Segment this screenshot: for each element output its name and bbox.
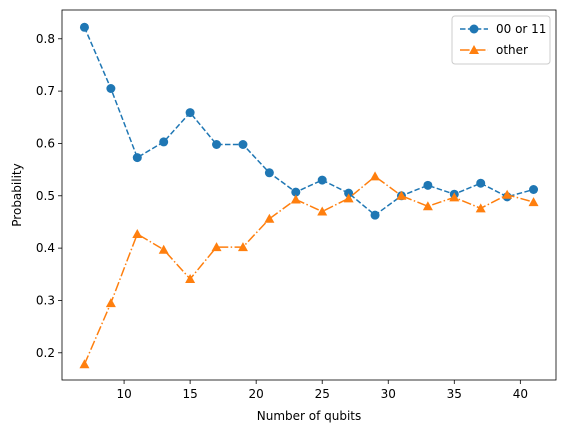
data-point-00-or-11 (529, 185, 539, 195)
data-point-other (502, 189, 513, 199)
plot-frame (61, 9, 557, 381)
legend-marker-other (469, 45, 479, 54)
y-tick-label: 0.2 (36, 346, 55, 360)
y-tick-label: 0.7 (36, 84, 55, 98)
y-tick-label: 0.5 (36, 189, 55, 203)
data-point-other (79, 359, 90, 369)
data-point-other (105, 298, 116, 308)
data-point-other (237, 242, 248, 252)
x-tick-label: 30 (381, 387, 396, 401)
data-point-00-or-11 (423, 180, 433, 190)
x-axis-label: Number of qubits (257, 409, 362, 423)
data-point-00-or-11 (185, 108, 195, 118)
legend-label-other: other (496, 43, 528, 57)
y-tick-label: 0.4 (36, 241, 55, 255)
data-point-other (290, 194, 301, 204)
legend-label-00-or-11: 00 or 11 (496, 22, 546, 36)
data-point-00-or-11 (344, 188, 354, 198)
x-tick-label: 25 (315, 387, 330, 401)
y-axis: 0.2 0.3 0.4 0.5 0.6 0.7 0.8 (36, 32, 62, 360)
data-point-other (396, 190, 407, 200)
data-point-00-or-11 (291, 187, 301, 197)
x-tick-label: 20 (249, 387, 264, 401)
y-axis-label: Probability (10, 163, 24, 226)
data-point-00-or-11 (212, 139, 222, 149)
data-point-other (185, 273, 196, 283)
legend: 00 or 11 other (451, 15, 551, 65)
legend-marker-00-or-11 (469, 24, 479, 34)
data-point-other (158, 244, 169, 254)
data-point-other (528, 197, 539, 207)
data-point-other (264, 213, 275, 223)
plot-area (79, 22, 539, 369)
data-point-00-or-11 (476, 178, 486, 188)
x-tick-label: 40 (513, 387, 528, 401)
x-tick-label: 15 (182, 387, 197, 401)
data-point-other (370, 171, 381, 181)
data-point-other (422, 201, 433, 211)
data-point-00-or-11 (370, 210, 380, 220)
y-tick-label: 0.3 (36, 293, 55, 307)
data-point-00-or-11 (317, 175, 327, 185)
data-point-00-or-11 (238, 139, 248, 149)
series-line-other (83, 175, 534, 365)
x-tick-label: 10 (116, 387, 131, 401)
series-line-00-or-11 (83, 26, 534, 217)
data-point-other (132, 228, 143, 238)
data-point-other (211, 242, 222, 252)
data-point-00-or-11 (264, 168, 274, 178)
data-point-00-or-11 (79, 22, 89, 32)
data-point-00-or-11 (132, 153, 142, 163)
data-point-other (475, 203, 486, 213)
data-point-other (449, 192, 460, 202)
y-tick-label: 0.8 (36, 32, 55, 46)
data-point-other (317, 206, 328, 216)
data-point-other (343, 193, 354, 203)
x-axis: 10 15 20 25 30 35 40 (116, 380, 528, 401)
y-tick-label: 0.6 (36, 136, 55, 150)
data-point-00-or-11 (106, 84, 116, 94)
data-point-00-or-11 (159, 137, 169, 147)
x-tick-label: 35 (447, 387, 462, 401)
